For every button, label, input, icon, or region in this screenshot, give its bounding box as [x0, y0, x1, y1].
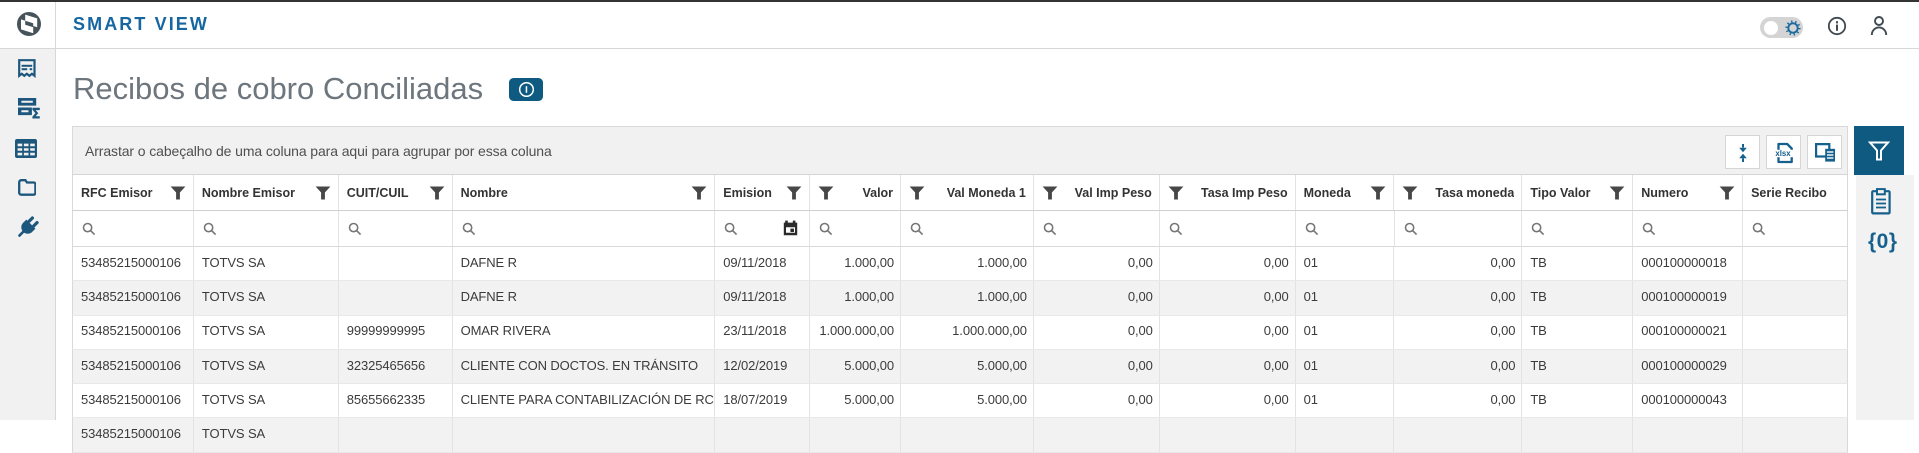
svg-text:xlsx: xlsx — [1775, 149, 1791, 158]
